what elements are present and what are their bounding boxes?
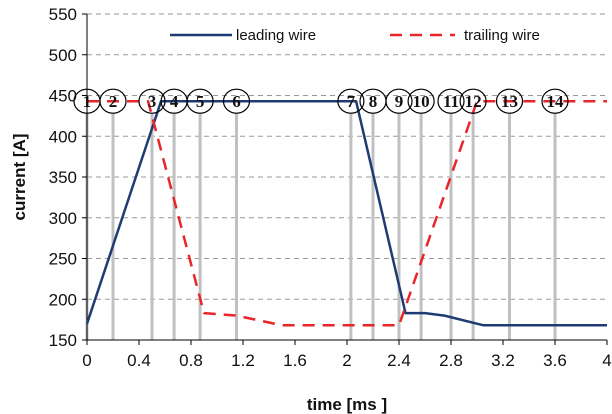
legend: leading wire trailing wire bbox=[170, 27, 540, 44]
marker-label: 9 bbox=[395, 92, 404, 111]
y-tick-label: 150 bbox=[49, 331, 77, 350]
y-tick-label: 450 bbox=[49, 87, 77, 106]
marker-circle bbox=[99, 88, 127, 114]
y-tick-label: 200 bbox=[49, 290, 77, 309]
series-line-trailing-wire bbox=[87, 99, 607, 327]
marker-circle bbox=[541, 88, 569, 114]
y-tick-label: 500 bbox=[49, 46, 77, 65]
marker-label: 2 bbox=[109, 92, 118, 111]
marker-label: 3 bbox=[148, 92, 157, 111]
marker-label: 1 bbox=[83, 92, 92, 111]
x-tick-label: 4 bbox=[602, 351, 611, 370]
x-tick-label: 2 bbox=[342, 351, 351, 370]
y-tick-label: 300 bbox=[49, 209, 77, 228]
marker-circle bbox=[407, 88, 435, 114]
marker-circle bbox=[337, 88, 365, 114]
tick-labels-layer: 150 200 250 300 350 400 450 500 550 0 0.4 0.8 1.2 1.6… bbox=[49, 5, 612, 370]
x-tick-label: 0.4 bbox=[127, 351, 151, 370]
x-tick-label: 3.6 bbox=[543, 351, 567, 370]
axes-layer bbox=[82, 13, 608, 345]
x-tick-label: 2.4 bbox=[387, 351, 411, 370]
y-axis-title: current [A] bbox=[10, 134, 29, 221]
marker-circle bbox=[138, 88, 166, 114]
y-tick-label: 350 bbox=[49, 168, 77, 187]
marker-circle bbox=[459, 88, 487, 114]
marker-label: 5 bbox=[196, 92, 205, 111]
legend-label-leading-wire: leading wire bbox=[236, 27, 316, 44]
y-tick-label: 550 bbox=[49, 5, 77, 24]
marker-circle bbox=[222, 88, 251, 114]
marker-label: 10 bbox=[413, 92, 430, 111]
grid-layer bbox=[87, 13, 607, 300]
x-tick-label: 3.2 bbox=[491, 351, 515, 370]
marker-label: 12 bbox=[465, 92, 482, 111]
x-tick-label: 0.8 bbox=[179, 351, 203, 370]
x-tick-label: 0 bbox=[82, 351, 91, 370]
marker-circle bbox=[186, 88, 214, 114]
y-tick-label: 400 bbox=[49, 127, 77, 146]
marker-label: 14 bbox=[547, 92, 565, 111]
marker-label: 4 bbox=[170, 92, 179, 111]
marker-label: 6 bbox=[232, 92, 241, 111]
x-axis-title: time [ms ] bbox=[307, 395, 387, 414]
series-layer bbox=[85, 99, 607, 327]
marker-lines-layer bbox=[85, 113, 557, 340]
marker-circle bbox=[437, 88, 465, 114]
marker-labels-layer: 1 2 3 4 5 6 7 8 9 10 11 12 13 14 bbox=[73, 88, 569, 114]
y-tick-label: 250 bbox=[49, 250, 77, 269]
marker-label: 13 bbox=[501, 92, 518, 111]
x-tick-label: 1.2 bbox=[231, 351, 255, 370]
marker-label: 11 bbox=[443, 92, 459, 111]
x-tick-label: 1.6 bbox=[283, 351, 307, 370]
series-line-leading-wire bbox=[85, 99, 607, 327]
marker-label: 8 bbox=[369, 92, 378, 111]
x-tick-label: 2.8 bbox=[439, 351, 463, 370]
marker-label: 7 bbox=[347, 92, 356, 111]
marker-circle bbox=[495, 88, 524, 114]
legend-label-trailing-wire: trailing wire bbox=[464, 27, 540, 44]
marker-circle bbox=[385, 88, 413, 114]
